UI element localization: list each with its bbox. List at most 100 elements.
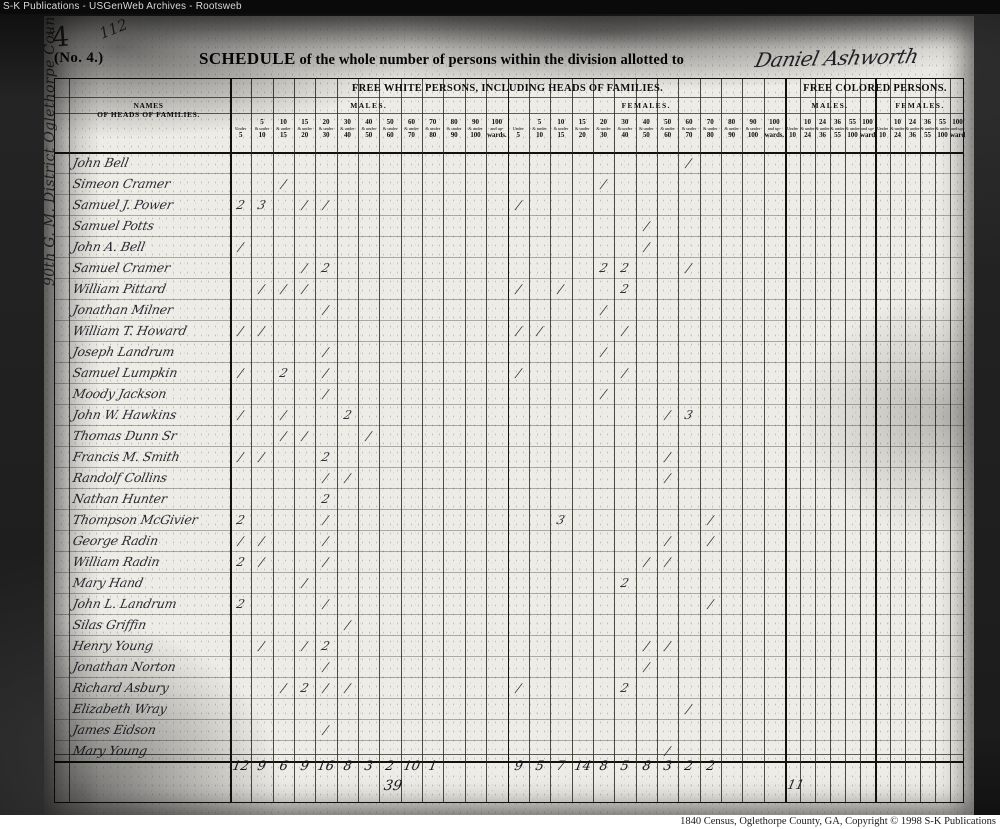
tally-count[interactable]: 2 <box>320 492 332 506</box>
age-bracket-column-header[interactable]: Under 10 <box>875 119 890 140</box>
tally-count[interactable]: / <box>663 471 672 485</box>
tally-count[interactable]: / <box>258 450 266 464</box>
head-of-family-name[interactable]: Simeon Cramer <box>71 176 172 191</box>
tally-count[interactable]: / <box>642 219 650 233</box>
tally-count[interactable]: / <box>322 723 330 737</box>
head-of-family-name[interactable]: William Pittard <box>71 281 168 296</box>
tally-count[interactable]: / <box>258 324 266 338</box>
age-bracket-column-header[interactable]: 55 & under 100 <box>845 119 860 140</box>
head-of-family-name[interactable]: John A. Bell <box>71 239 147 254</box>
age-bracket-column-header[interactable]: 5 & under 10 <box>529 119 550 140</box>
tally-count[interactable]: / <box>343 471 352 485</box>
tally-count[interactable]: / <box>621 324 629 338</box>
tally-count[interactable]: / <box>258 534 266 548</box>
tally-count[interactable]: / <box>663 744 672 758</box>
age-bracket-column-header[interactable]: 70 & under 80 <box>700 119 721 140</box>
head-of-family-name[interactable]: Henry Young <box>71 638 155 653</box>
tally-count[interactable]: / <box>535 324 544 338</box>
tally-count[interactable]: / <box>258 639 266 653</box>
head-of-family-name[interactable]: Samuel Potts <box>71 218 156 233</box>
tally-count[interactable]: / <box>322 303 330 317</box>
tally-count[interactable]: / <box>322 387 330 401</box>
tally-count[interactable]: / <box>621 366 629 380</box>
tally-count[interactable]: / <box>706 534 715 548</box>
age-bracket-column-header[interactable]: 60 & under 70 <box>401 119 422 140</box>
tally-count[interactable]: / <box>557 282 565 296</box>
tally-count[interactable]: / <box>236 408 245 422</box>
head-of-family-name[interactable]: Mary Young <box>71 743 149 758</box>
age-bracket-column-header[interactable]: 80 & under 90 <box>443 119 464 140</box>
age-bracket-column-header[interactable]: 50 & under 60 <box>379 119 400 140</box>
age-bracket-column-header[interactable]: 10 & under 15 <box>550 119 571 140</box>
tally-count[interactable]: / <box>364 429 373 443</box>
age-bracket-column-header[interactable]: 30 & under 40 <box>337 119 358 140</box>
age-bracket-column-header[interactable]: 30 & under 40 <box>614 119 635 140</box>
head-of-family-name[interactable]: Thompson McGivier <box>71 512 200 527</box>
head-of-family-name[interactable]: William T. Howard <box>71 323 188 338</box>
tally-count[interactable]: 3 <box>256 198 268 212</box>
age-bracket-column-header[interactable]: 100 and up-wards. <box>486 119 507 140</box>
age-bracket-column-header[interactable]: Under 10 <box>785 119 800 140</box>
head-of-family-name[interactable]: Silas Griffin <box>71 617 148 632</box>
head-of-family-name[interactable]: John L. Landrum <box>71 596 179 611</box>
head-of-family-name[interactable]: Samuel J. Power <box>71 197 175 212</box>
tally-count[interactable]: / <box>279 408 288 422</box>
tally-count[interactable]: / <box>685 261 693 275</box>
tally-count[interactable]: 3 <box>555 513 567 527</box>
age-bracket-column-header[interactable]: 70 & under 80 <box>422 119 443 140</box>
age-bracket-column-header[interactable]: 60 & under 70 <box>678 119 699 140</box>
age-bracket-column-header[interactable]: Under 5 <box>230 119 251 140</box>
age-bracket-column-header[interactable]: 36 & under 55 <box>920 119 935 140</box>
tally-count[interactable]: / <box>663 555 672 569</box>
tally-count[interactable]: / <box>322 534 330 548</box>
head-of-family-name[interactable]: George Radin <box>71 533 160 548</box>
tally-count[interactable]: / <box>642 660 650 674</box>
tally-count[interactable]: / <box>599 177 608 191</box>
tally-count[interactable]: / <box>343 618 352 632</box>
tally-count[interactable]: 2 <box>277 366 289 380</box>
head-of-family-name[interactable]: John W. Hawkins <box>71 407 178 422</box>
head-of-family-name[interactable]: Thomas Dunn Sr <box>71 428 178 443</box>
tally-count[interactable]: 2 <box>235 513 247 527</box>
age-bracket-column-header[interactable]: 24 & under 36 <box>815 119 830 140</box>
head-of-family-name[interactable]: William Radin <box>71 554 161 569</box>
tally-count[interactable]: / <box>236 240 245 254</box>
age-bracket-column-header[interactable]: 90 & under 100 <box>465 119 486 140</box>
tally-count[interactable]: / <box>322 597 330 611</box>
tally-count[interactable]: / <box>300 282 309 296</box>
age-bracket-column-header[interactable]: 100 and up-wards. <box>764 119 785 140</box>
tally-count[interactable]: / <box>599 387 608 401</box>
tally-count[interactable]: 3 <box>683 408 695 422</box>
tally-count[interactable]: / <box>599 345 608 359</box>
head-of-family-name[interactable]: Francis M. Smith <box>71 449 182 464</box>
age-bracket-column-header[interactable]: 20 & under 30 <box>315 119 336 140</box>
age-bracket-column-header[interactable]: 40 & under 50 <box>636 119 657 140</box>
tally-count[interactable]: / <box>279 177 288 191</box>
tally-count[interactable]: / <box>514 681 522 695</box>
head-of-family-name[interactable]: Nathan Hunter <box>71 491 169 506</box>
tally-count[interactable]: / <box>599 303 608 317</box>
tally-count[interactable]: / <box>343 681 352 695</box>
head-of-family-name[interactable]: Randolf Collins <box>71 470 169 485</box>
head-of-family-name[interactable]: James Eidson <box>71 722 158 737</box>
age-bracket-column-header[interactable]: 50 & under 60 <box>657 119 678 140</box>
tally-count[interactable]: / <box>236 366 245 380</box>
tally-count[interactable]: / <box>514 366 522 380</box>
head-of-family-name[interactable]: Jonathan Milner <box>71 302 175 317</box>
head-of-family-name[interactable]: Mary Hand <box>71 575 145 590</box>
head-of-family-name[interactable]: Richard Asbury <box>71 680 171 695</box>
age-bracket-column-header[interactable]: 10 & under 15 <box>273 119 294 140</box>
tally-count[interactable]: / <box>663 450 672 464</box>
tally-count[interactable]: / <box>642 240 650 254</box>
head-of-family-name[interactable]: Moody Jackson <box>71 386 168 401</box>
tally-count[interactable]: / <box>322 660 330 674</box>
age-bracket-column-header[interactable]: 15 & under 20 <box>572 119 593 140</box>
age-bracket-column-header[interactable]: 24 & under 36 <box>905 119 920 140</box>
tally-count[interactable]: 2 <box>341 408 353 422</box>
tally-count[interactable]: / <box>706 597 715 611</box>
head-of-family-name[interactable]: Samuel Lumpkin <box>71 365 179 380</box>
tally-count[interactable]: / <box>685 156 693 170</box>
tally-count[interactable]: / <box>300 429 309 443</box>
